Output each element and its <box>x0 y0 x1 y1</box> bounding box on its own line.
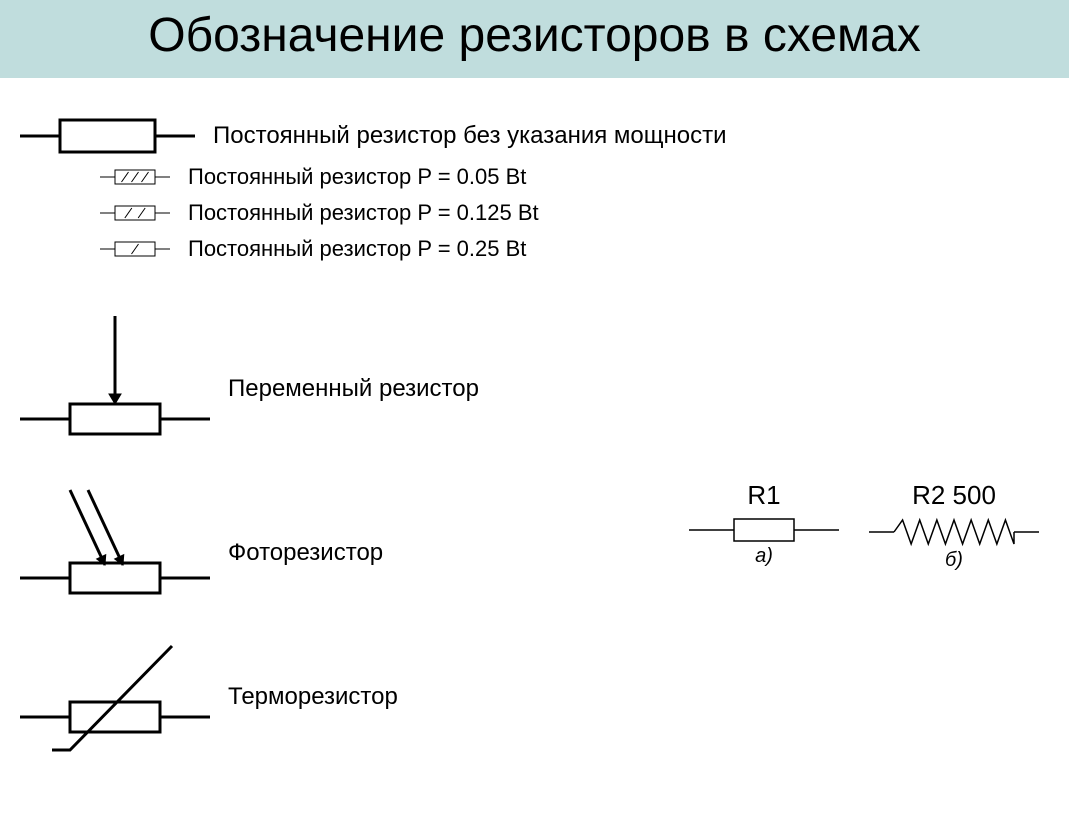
example-a-bottom: а) <box>755 545 773 568</box>
label-fixed-0-25: Постоянный резистор P = 0.25 Вt <box>188 236 526 262</box>
row-fixed-0-25: Постоянный резистор P = 0.25 Вt <box>100 236 1069 262</box>
row-thermo: Терморезистор <box>20 640 1069 754</box>
label-fixed-0-125: Постоянный резистор P = 0.125 Вt <box>188 200 539 226</box>
label-variable: Переменный резистор <box>228 375 479 403</box>
symbol-fixed-0-05 <box>100 168 170 186</box>
symbol-variable <box>20 312 210 466</box>
row-fixed-0-125: Постоянный резистор P = 0.125 Вt <box>100 200 1069 226</box>
symbol-fixed-0-125 <box>100 204 170 222</box>
example-a-symbol <box>689 517 839 543</box>
label-fixed-no-power: Постоянный резистор без указания мощност… <box>213 122 727 150</box>
row-fixed-0-05: Постоянный резистор P = 0.05 Вt <box>100 164 1069 190</box>
symbol-photo <box>20 486 210 620</box>
page-title: Обозначение резисторов в схемах <box>0 0 1069 78</box>
examples: R1 а) R2 500 б) <box>689 480 1039 572</box>
label-photo: Фоторезистор <box>228 539 383 567</box>
row-fixed-no-power: Постоянный резистор без указания мощност… <box>20 118 1069 154</box>
row-variable: Переменный резистор <box>20 312 1069 466</box>
example-b: R2 500 б) <box>869 480 1039 572</box>
example-b-bottom: б) <box>945 549 963 572</box>
symbol-fixed-0-25 <box>100 240 170 258</box>
label-fixed-0-05: Постоянный резистор P = 0.05 Вt <box>188 164 526 190</box>
symbol-thermo <box>20 640 210 754</box>
label-thermo: Терморезистор <box>228 683 398 711</box>
symbol-fixed-no-power <box>20 118 195 154</box>
example-a: R1 а) <box>689 480 839 572</box>
example-a-top: R1 <box>747 480 780 511</box>
example-b-top: R2 500 <box>912 480 996 511</box>
example-b-symbol <box>869 517 1039 547</box>
